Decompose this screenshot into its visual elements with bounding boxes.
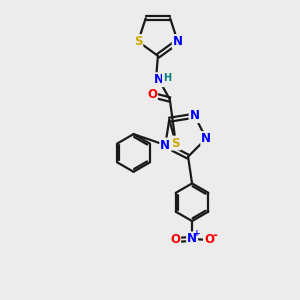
Text: N: N <box>190 109 200 122</box>
Text: N: N <box>201 132 211 145</box>
Text: +: + <box>193 230 201 238</box>
Text: N: N <box>160 139 170 152</box>
Text: O: O <box>170 233 180 246</box>
Text: N: N <box>173 35 183 48</box>
Text: -: - <box>212 230 217 242</box>
Text: S: S <box>172 136 180 150</box>
Text: O: O <box>204 233 214 246</box>
Text: H: H <box>163 73 171 83</box>
Text: S: S <box>134 35 142 48</box>
Text: O: O <box>147 88 157 101</box>
Text: N: N <box>154 73 164 86</box>
Text: N: N <box>187 232 197 245</box>
